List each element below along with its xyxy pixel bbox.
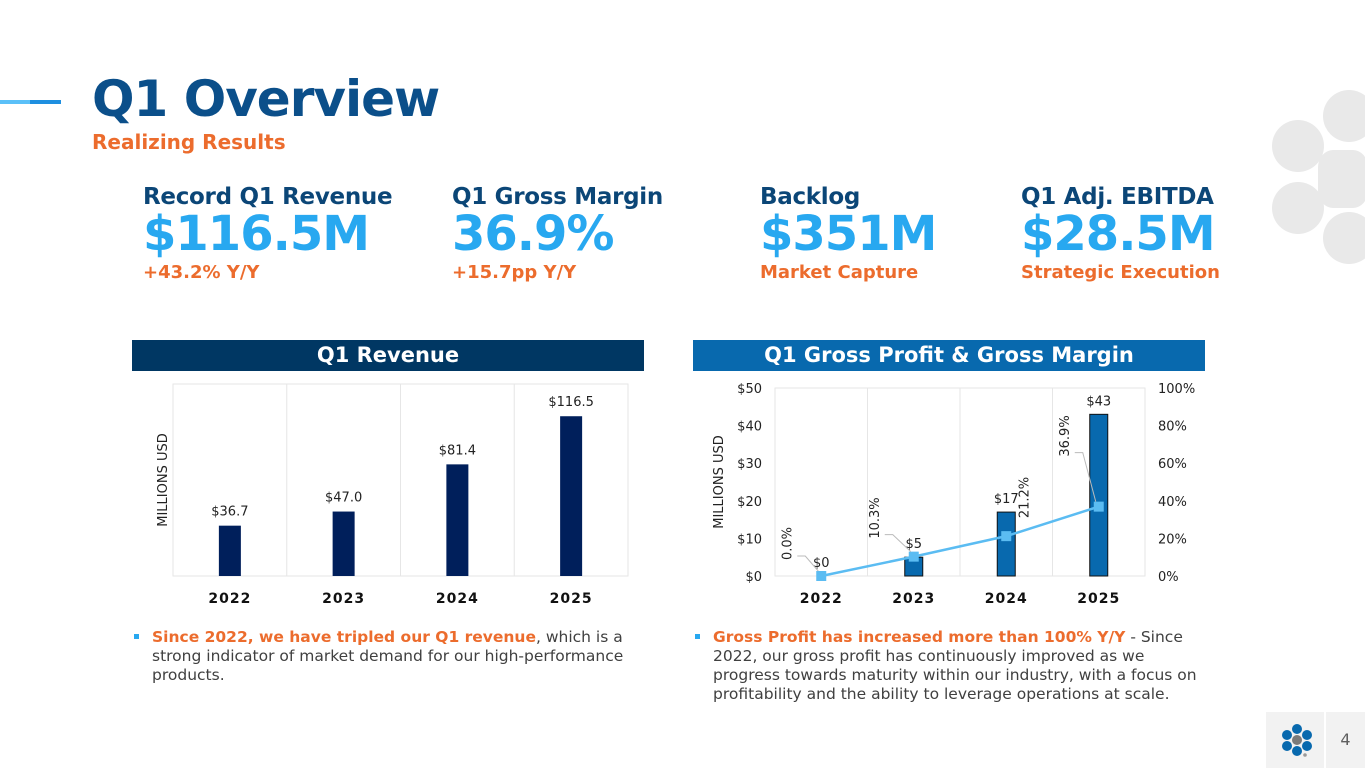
bullet-text: , which is a strong indicator of market … xyxy=(152,628,624,684)
bullet-marker xyxy=(134,634,139,639)
leader-line xyxy=(1074,452,1097,502)
gross-profit-chart: MILLIONS USD $0 $10 $20 $30 $40 $50 0% 20% 40% 60… xyxy=(712,382,1195,607)
page-number: 4 xyxy=(1340,730,1351,749)
y-tick-label: $50 xyxy=(737,382,762,397)
kpi-sub: +15.7pp Y/Y xyxy=(452,262,577,283)
gross-margin-marker xyxy=(908,551,919,562)
y2-tick-label: 80% xyxy=(1158,420,1187,435)
data-label: $116.5 xyxy=(548,395,594,410)
data-label: $47.0 xyxy=(325,491,362,506)
bullet-marker xyxy=(695,634,700,639)
kpi-value: 36.9% xyxy=(452,206,615,262)
data-label: $5 xyxy=(905,537,922,552)
y-tick-label: $10 xyxy=(737,532,762,547)
margin-data-label: 21.2% xyxy=(1017,477,1032,518)
x-tick-label: 2022 xyxy=(208,591,251,607)
data-label: $0 xyxy=(813,556,830,571)
y2-tick-label: 40% xyxy=(1158,495,1187,510)
kpi-value: $28.5M xyxy=(1021,206,1216,262)
accent-line xyxy=(0,100,30,104)
y-tick-label: $40 xyxy=(737,420,762,435)
leader-line xyxy=(884,534,912,552)
revenue-bar xyxy=(218,525,241,576)
bullet-highlight: Gross Profit has increased more than 100… xyxy=(713,628,1126,646)
bullet-highlight: Since 2022, we have tripled our Q1 reven… xyxy=(152,628,536,646)
kpi-backlog: Backlog $351M Market Capture xyxy=(760,184,937,283)
x-tick-label: 2023 xyxy=(892,591,935,607)
x-tick-label: 2025 xyxy=(1077,591,1120,607)
company-logo-icon xyxy=(1282,724,1312,757)
revenue-bar xyxy=(560,416,583,576)
data-label: $17 xyxy=(994,492,1019,507)
kpi-sub: +43.2% Y/Y xyxy=(143,262,260,283)
kpi-sub: Strategic Execution xyxy=(1021,262,1220,283)
y2-tick-label: 100% xyxy=(1158,382,1195,397)
gross-margin-line xyxy=(820,505,1100,578)
y2-tick-label: 0% xyxy=(1158,570,1179,585)
x-tick-label: 2024 xyxy=(985,591,1028,607)
y-axis-label: MILLIONS USD xyxy=(712,435,727,529)
data-label: $81.4 xyxy=(439,443,476,458)
revenue-bar xyxy=(446,464,469,576)
data-label: $43 xyxy=(1086,394,1111,409)
footer-page-box xyxy=(1326,712,1365,768)
x-tick-label: 2024 xyxy=(436,591,479,607)
revenue-chart: MILLIONS USD $36.7 2022 $47.0 2023 $81.4 2024… xyxy=(156,383,629,607)
gross-margin-marker xyxy=(1093,501,1104,512)
x-tick-label: 2025 xyxy=(550,591,593,607)
kpi-value: $351M xyxy=(760,206,937,262)
data-label: $36.7 xyxy=(211,505,248,520)
gross-margin-marker xyxy=(1001,531,1012,542)
x-tick-label: 2023 xyxy=(322,591,365,607)
revenue-bullet: Since 2022, we have tripled our Q1 reven… xyxy=(134,628,652,685)
y-tick-label: $0 xyxy=(745,570,762,585)
kpi-sub: Market Capture xyxy=(760,262,919,283)
kpi-ebitda: Q1 Adj. EBITDA $28.5M Strategic Executio… xyxy=(1021,184,1220,283)
revenue-chart-title: Q1 Revenue xyxy=(132,340,644,371)
page-subtitle: Realizing Results xyxy=(92,130,286,154)
accent-line xyxy=(30,100,61,104)
kpi-revenue: Record Q1 Revenue $116.5M +43.2% Y/Y xyxy=(143,184,393,283)
margin-data-label: 10.3% xyxy=(868,497,883,538)
gross-margin-marker xyxy=(816,571,827,581)
page-title: Q1 Overview xyxy=(92,70,440,128)
footer-logo-box xyxy=(1266,712,1324,768)
gross-profit-bar xyxy=(1089,413,1109,577)
bullet-text: - Since 2022, our gross profit has conti… xyxy=(713,628,1197,703)
kpi-gross-margin: Q1 Gross Margin 36.9% +15.7pp Y/Y xyxy=(452,184,663,283)
y-axis-label: MILLIONS USD xyxy=(156,433,171,527)
margin-data-label: 0.0% xyxy=(780,527,795,560)
kpi-label: Q1 Gross Margin xyxy=(452,184,663,210)
x-tick-label: 2022 xyxy=(800,591,843,607)
revenue-bar xyxy=(332,511,355,576)
gross-profit-chart-title: Q1 Gross Profit & Gross Margin xyxy=(693,340,1205,371)
y2-tick-label: 20% xyxy=(1158,532,1187,547)
leader-line xyxy=(797,555,819,572)
y-tick-label: $30 xyxy=(737,457,762,472)
kpi-label: Backlog xyxy=(760,184,861,210)
kpi-label: Record Q1 Revenue xyxy=(143,184,393,210)
kpi-label: Q1 Adj. EBITDA xyxy=(1021,184,1214,210)
y-tick-label: $20 xyxy=(737,495,762,510)
gross-profit-bullet: Gross Profit has increased more than 100… xyxy=(695,628,1213,704)
y2-tick-label: 60% xyxy=(1158,457,1187,472)
margin-data-label: 36.9% xyxy=(1058,415,1073,456)
kpi-value: $116.5M xyxy=(143,206,370,262)
gross-profit-bar xyxy=(996,511,1016,577)
